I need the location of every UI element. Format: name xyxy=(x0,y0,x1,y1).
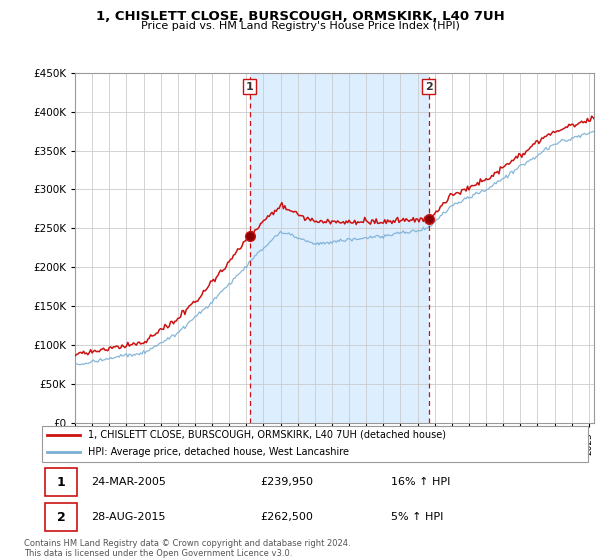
Text: 2: 2 xyxy=(57,511,65,524)
Text: 1: 1 xyxy=(246,82,254,91)
Text: 2: 2 xyxy=(425,82,433,91)
Text: 1, CHISLETT CLOSE, BURSCOUGH, ORMSKIRK, L40 7UH: 1, CHISLETT CLOSE, BURSCOUGH, ORMSKIRK, … xyxy=(95,10,505,22)
Text: 1: 1 xyxy=(57,476,65,489)
FancyBboxPatch shape xyxy=(45,503,77,531)
Text: £262,500: £262,500 xyxy=(260,512,313,522)
Text: HPI: Average price, detached house, West Lancashire: HPI: Average price, detached house, West… xyxy=(88,447,349,457)
Text: 16% ↑ HPI: 16% ↑ HPI xyxy=(391,477,451,487)
Text: Price paid vs. HM Land Registry's House Price Index (HPI): Price paid vs. HM Land Registry's House … xyxy=(140,21,460,31)
Text: 28-AUG-2015: 28-AUG-2015 xyxy=(91,512,166,522)
Bar xyxy=(250,73,429,423)
Text: 5% ↑ HPI: 5% ↑ HPI xyxy=(391,512,444,522)
Text: £239,950: £239,950 xyxy=(260,477,313,487)
Text: 1, CHISLETT CLOSE, BURSCOUGH, ORMSKIRK, L40 7UH (detached house): 1, CHISLETT CLOSE, BURSCOUGH, ORMSKIRK, … xyxy=(88,430,446,440)
Text: 24-MAR-2005: 24-MAR-2005 xyxy=(91,477,166,487)
Text: Contains HM Land Registry data © Crown copyright and database right 2024.
This d: Contains HM Land Registry data © Crown c… xyxy=(24,539,350,558)
FancyBboxPatch shape xyxy=(45,468,77,496)
